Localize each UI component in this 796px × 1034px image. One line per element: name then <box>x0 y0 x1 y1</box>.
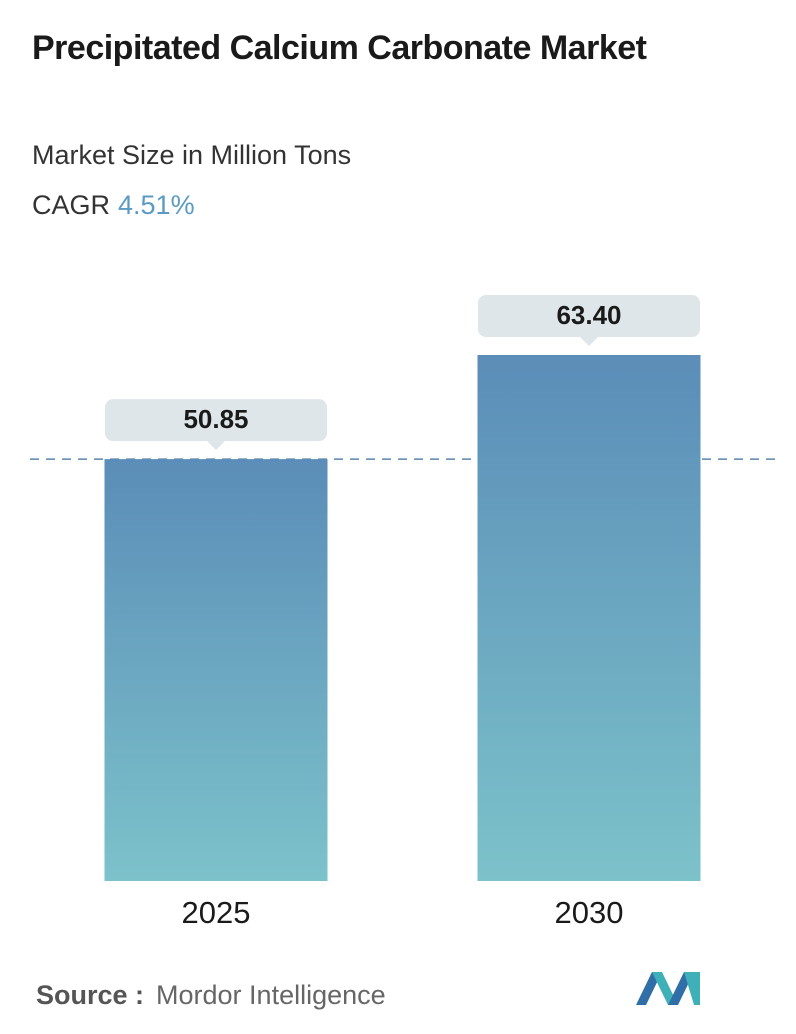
value-label: 63.40 <box>556 300 621 330</box>
cagr-value: 4.51% <box>118 190 195 220</box>
cagr-label: CAGR <box>32 190 111 220</box>
source-label: Source : <box>36 980 145 1010</box>
chart-subtitle: Market Size in Million Tons <box>32 140 352 170</box>
value-label-box <box>105 399 327 442</box>
source: Source : Mordor Intelligence <box>36 980 386 1011</box>
bar <box>477 355 701 881</box>
chart-title: Precipitated Calcium Carbonate Market <box>32 29 647 67</box>
x-tick-label: 2030 <box>555 895 624 930</box>
source-name: Mordor Intelligence <box>156 980 386 1010</box>
logo <box>636 972 700 1005</box>
value-label: 50.85 <box>183 404 248 434</box>
bar <box>104 459 328 881</box>
value-label-pointer <box>207 441 225 451</box>
x-tick-label: 2025 <box>182 895 251 930</box>
value-label-box <box>478 295 700 337</box>
cagr: CAGR 4.51% <box>32 190 195 221</box>
value-label-pointer <box>580 337 598 346</box>
